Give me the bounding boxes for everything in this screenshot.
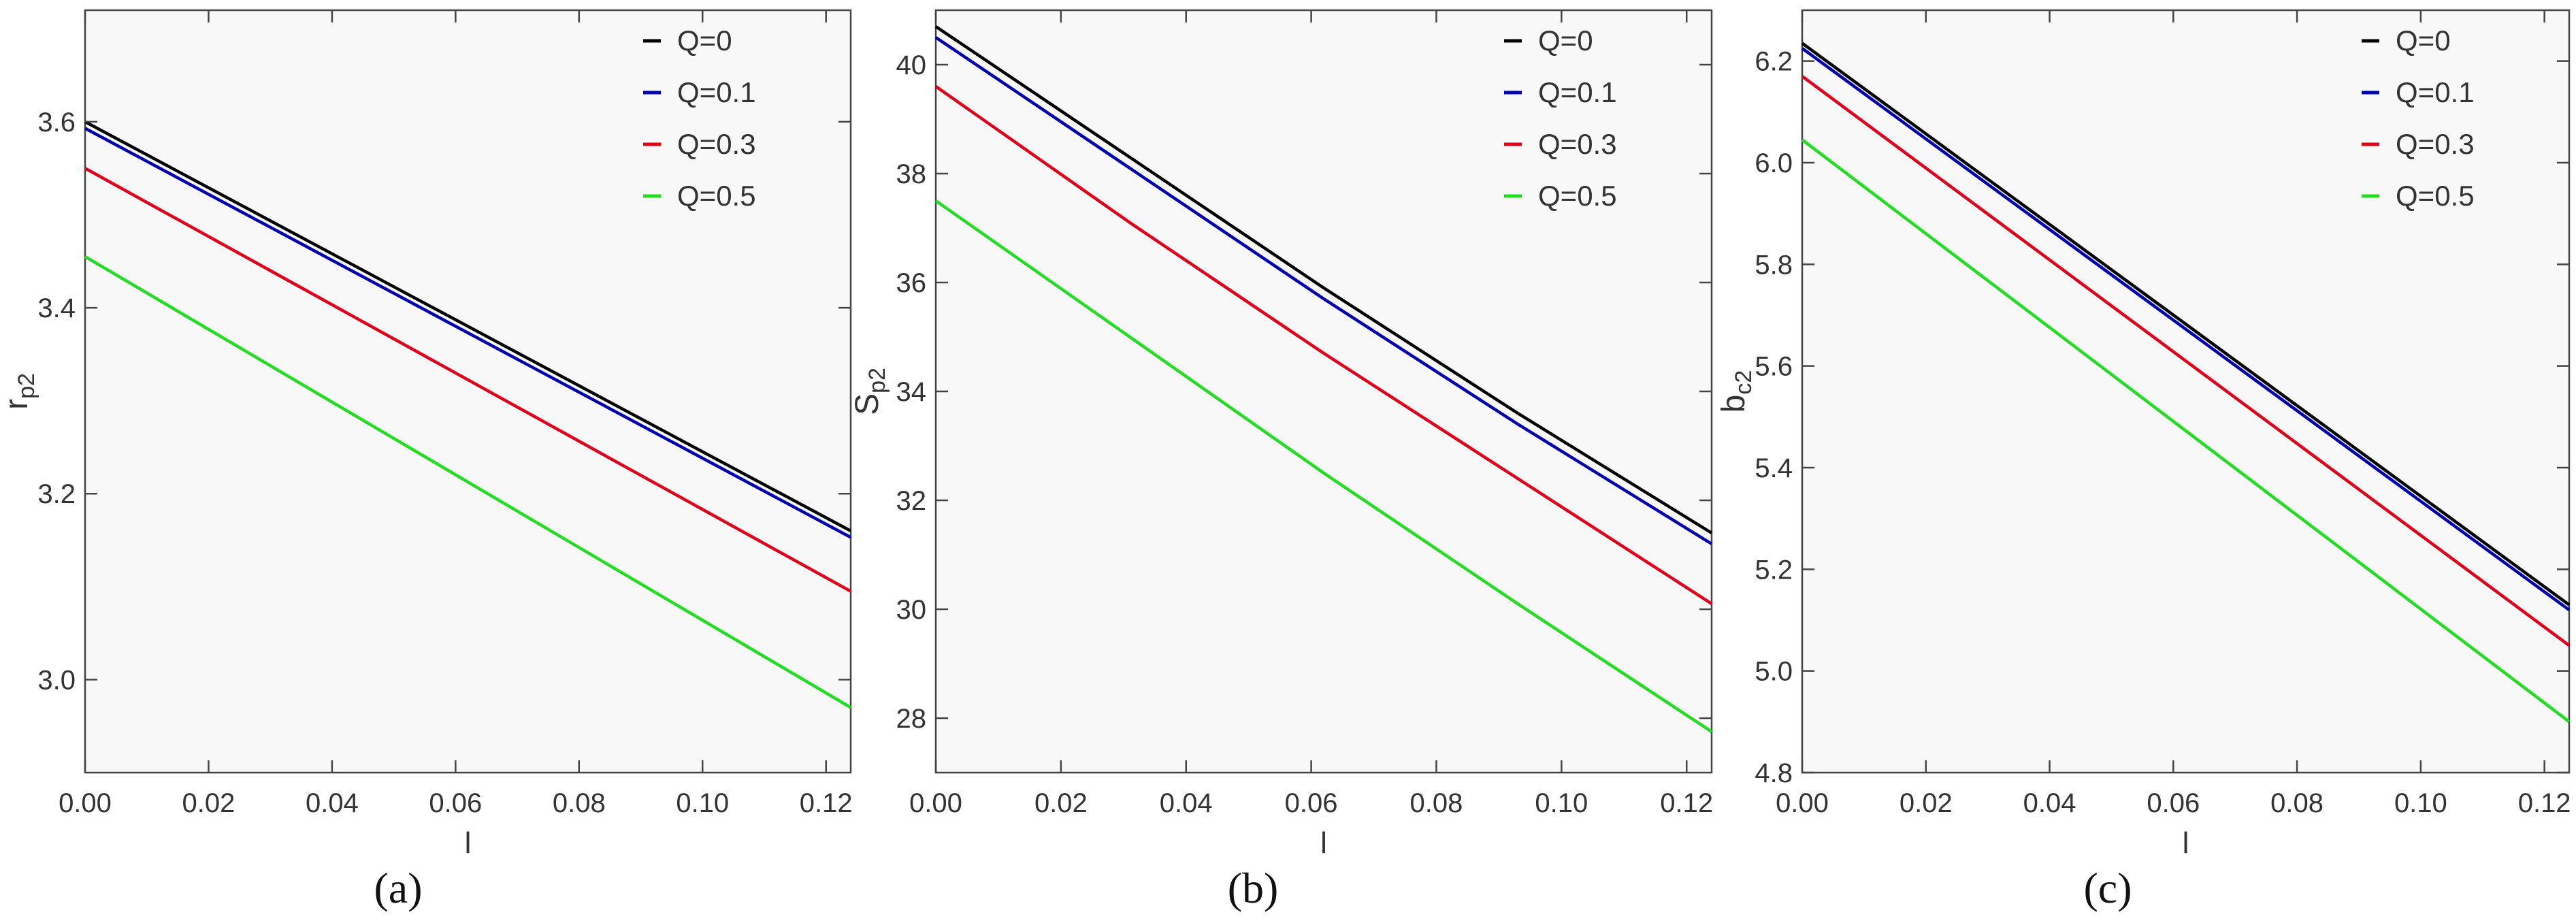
y-tick-label: 5.2 (1755, 555, 1793, 585)
plot-frame (1801, 9, 2571, 774)
y-tick-label: 3.4 (37, 293, 76, 323)
legend-entry: Q=0 (677, 25, 732, 56)
y-tick-label: 32 (896, 486, 927, 516)
y-axis-label-sub: p2 (864, 368, 890, 393)
series-line-Q=0.5 (84, 255, 852, 709)
x-tick-label: 0.00 (909, 788, 962, 818)
y-tick-label: 4.8 (1755, 758, 1793, 788)
y-tick-label: 5.4 (1755, 453, 1793, 483)
legend-entry: Q=0.3 (1538, 128, 1617, 160)
caption-a: (a) (374, 864, 423, 912)
y-axis-label-sub: p2 (14, 373, 39, 399)
x-tick-label: 0.04 (2023, 788, 2076, 818)
y-tick-label: 40 (896, 50, 927, 80)
x-tick-label: 0.12 (2518, 788, 2571, 818)
caption-b: (b) (1227, 864, 1279, 912)
caption-c: (c) (2083, 864, 2132, 912)
legend-entry: Q=0.3 (2396, 128, 2475, 160)
legend-entry: Q=0.5 (677, 180, 756, 212)
x-tick-label: 0.02 (1034, 788, 1088, 818)
legend-entry: Q=0.5 (2396, 180, 2475, 212)
legend-entry: Q=0 (2396, 25, 2451, 56)
series-line-Q=0.3 (934, 85, 1713, 605)
x-axis-label: l (2183, 826, 2189, 860)
y-axis-label-main: S (849, 393, 885, 415)
x-tick-label: 0.10 (676, 788, 729, 818)
plot-frame (934, 9, 1713, 774)
y-axis-label: rp2 (0, 373, 39, 410)
y-tick-label: 6.2 (1755, 47, 1793, 77)
chart-panel-c: 0.00 0.02 0.04 0.06 0.08 0.10 0.12 4.8 5.0 5.2 5.4… (1716, 9, 2571, 860)
x-tick-label: 0.12 (1660, 788, 1713, 818)
x-tick-label: 0.06 (429, 788, 482, 818)
series-line-Q=0.5 (1801, 138, 2571, 724)
chart-panel-b: 0.00 0.02 0.04 0.06 0.08 0.10 0.12 28 30 32 34 36 38… (849, 9, 1713, 860)
series-line-Q=0 (934, 25, 1713, 534)
x-tick-label: 0.02 (182, 788, 235, 818)
series-line-Q=0.3 (84, 167, 852, 593)
legend-entry: Q=0.5 (1538, 180, 1617, 212)
x-tick-label: 0.10 (2394, 788, 2447, 818)
y-axis-label: Sp2 (849, 368, 890, 415)
legend-entry: Q=0.3 (677, 128, 756, 160)
y-tick-label: 3.6 (37, 108, 76, 138)
series-line-Q=0 (1801, 42, 2571, 607)
y-tick-label: 30 (896, 595, 927, 625)
y-axis-label: bc2 (1716, 370, 1757, 413)
x-tick-label: 0.00 (59, 788, 112, 818)
y-tick-label: 3.0 (37, 665, 76, 695)
legend-entry: Q=0 (1538, 25, 1593, 56)
y-tick-label: 3.2 (37, 479, 76, 509)
legend: Q=0 Q=0.1 Q=0.3 Q=0.5 (1504, 25, 1617, 212)
y-tick-label: 5.0 (1755, 657, 1793, 687)
x-tick-label: 0.02 (1900, 788, 1953, 818)
x-tick-label: 0.08 (2270, 788, 2324, 818)
series-line-Q=0.3 (1801, 75, 2571, 647)
y-tick-label: 6.0 (1755, 148, 1793, 178)
y-axis-label-main: r (0, 399, 35, 410)
y-tick-label: 5.8 (1755, 250, 1793, 280)
y-tick-label: 34 (896, 377, 927, 407)
x-tick-label: 0.10 (1535, 788, 1588, 818)
series-line-Q=0.1 (84, 127, 852, 539)
y-axis-label-sub: c2 (1731, 370, 1757, 395)
series-line-Q=0.5 (934, 199, 1713, 733)
x-tick-label: 0.04 (1160, 788, 1213, 818)
x-tick-label: 0.08 (1410, 788, 1463, 818)
y-tick-label: 38 (896, 159, 927, 189)
y-tick-label: 5.6 (1755, 352, 1793, 382)
y-tick-label: 36 (896, 268, 927, 298)
y-axis-label-main: b (1716, 395, 1752, 413)
legend: Q=0 Q=0.1 Q=0.3 Q=0.5 (643, 25, 756, 212)
x-tick-label: 0.04 (306, 788, 359, 818)
legend: Q=0 Q=0.1 Q=0.3 Q=0.5 (2362, 25, 2475, 212)
series-line-Q=0.1 (1801, 47, 2571, 611)
chart-panel-a: 0.00 0.02 0.04 0.06 0.08 0.10 0.12 3.0 3.2 3.4 3.6… (0, 9, 853, 860)
legend-entry: Q=0.1 (1538, 76, 1617, 108)
x-tick-label: 0.06 (1285, 788, 1338, 818)
x-axis-label: l (465, 826, 472, 860)
plot-frame (84, 9, 852, 774)
x-axis-label: l (1320, 826, 1327, 860)
legend-entry: Q=0.1 (677, 76, 756, 108)
legend-entry: Q=0.1 (2396, 76, 2475, 108)
x-tick-label: 0.08 (553, 788, 606, 818)
x-tick-label: 0.06 (2147, 788, 2200, 818)
y-tick-label: 28 (896, 704, 927, 734)
series-line-Q=0.1 (934, 36, 1713, 545)
series-line-Q=0 (84, 120, 852, 532)
x-tick-label: 0.12 (800, 788, 853, 818)
x-tick-label: 0.00 (1776, 788, 1829, 818)
